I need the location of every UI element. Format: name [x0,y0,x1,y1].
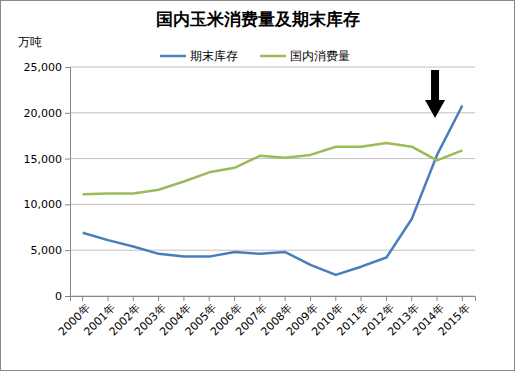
y-tick: 5,000 [31,244,71,257]
legend-label: 期末库存 [190,49,238,63]
x-tick-mark [335,296,336,301]
x-tick-mark [437,296,438,301]
y-tick-label: 5,000 [31,244,63,257]
x-tick-mark [158,296,159,301]
y-tick: 15,000 [24,153,71,166]
x-tick-mark [462,296,463,301]
grid-line [70,204,475,205]
y-tick-mark [65,159,70,160]
plot-area [83,105,463,274]
y-tick-mark [65,250,70,251]
y-tick-mark [65,113,70,114]
y-axis: 0 5,000 10,000 15,000 20,000 25,000 [24,61,71,303]
grid-line [70,67,475,68]
x-tick-mark [411,296,412,301]
legend-item: 期末库存 [160,49,238,63]
y-tick: 25,000 [24,61,71,74]
arrow-shaft [431,70,439,100]
y-tick: 10,000 [24,198,71,211]
x-tick-mark [183,296,184,301]
x-tick-mark [285,296,286,301]
chart-border [1,1,515,371]
chart: 国内玉米消费量及期末库存万吨 0 5,000 10,000 15,000 20,000 25… [0,0,515,371]
x-tick-mark [133,296,134,301]
y-tick-label: 15,000 [24,153,63,166]
x-tick-mark [209,296,210,301]
y-tick: 20,000 [24,107,71,120]
y-tick: 0 [55,290,70,303]
legend-swatch [260,55,286,58]
legend-swatch [160,55,186,58]
y-tick-mark [65,204,70,205]
x-tick-mark [386,296,387,301]
x-tick-label: 2015年 [436,302,473,339]
x-tick-mark [259,296,260,301]
y-unit: 万吨 [18,35,42,49]
y-tick-label: 0 [55,290,62,303]
arrow [425,70,445,118]
x-tick-mark [107,296,108,301]
x-axis-line [71,297,476,302]
grid-line [70,158,475,159]
y-tick-mark [65,296,70,297]
x-axis: 2000年2001年2002年2003年2004年2005年2006年2007年… [56,296,476,338]
grid-line [70,112,475,113]
grid [70,67,475,296]
legend-item: 国内消费量 [260,49,350,63]
y-axis-line [65,68,71,297]
arrow-head [425,100,445,118]
y-tick-label: 20,000 [24,107,63,120]
x-tick-mark [361,296,362,301]
x-tick: 2015年 [436,296,473,338]
grid-line [70,250,475,251]
series-line [83,105,463,274]
x-tick-mark [310,296,311,301]
y-tick-mark [65,67,70,68]
y-tick-label: 10,000 [24,198,63,211]
x-tick-mark [234,296,235,301]
legend: 期末库存 国内消费量 [160,49,350,63]
y-tick-label: 25,000 [24,61,63,74]
series-line [83,143,463,194]
title: 国内玉米消费量及期末库存 [156,9,360,29]
x-tick-mark [82,296,83,301]
legend-label: 国内消费量 [290,49,350,63]
